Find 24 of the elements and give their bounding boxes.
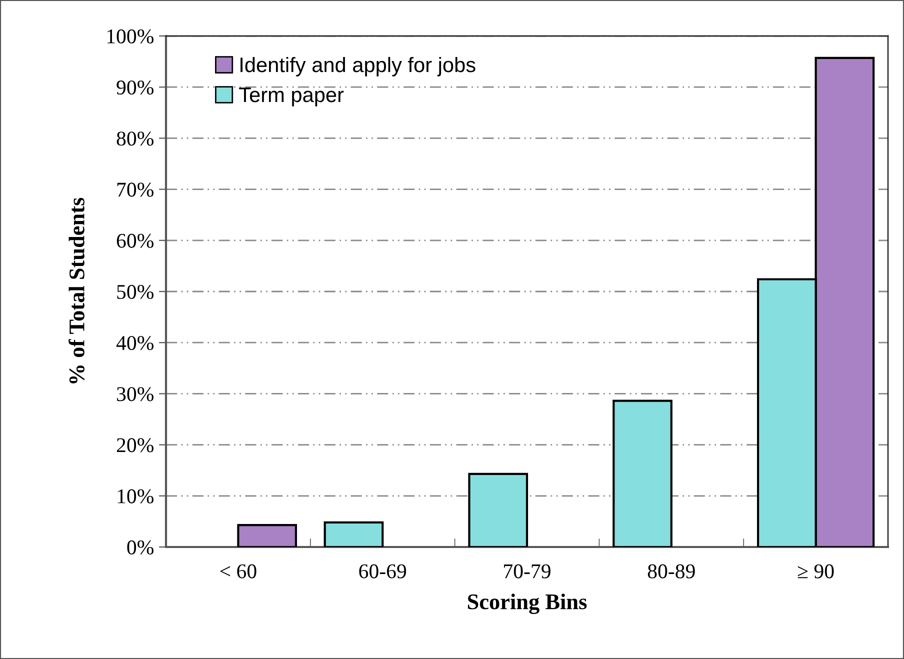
y-tick-label: 90%	[116, 80, 154, 95]
y-tick-label: 20%	[116, 438, 154, 452]
y-tick-label: 50%	[117, 284, 154, 299]
x-tick-label: < 60	[220, 564, 256, 578]
y-tick-label: 80%	[116, 132, 154, 146]
y-tick-label: 10%	[118, 489, 154, 504]
bar	[324, 521, 384, 547]
y-tick-label: 0%	[127, 540, 154, 554]
bar	[468, 472, 528, 547]
x-axis-title: Scoring Bins	[468, 594, 587, 614]
x-tick-label: ≥ 90	[798, 564, 834, 578]
x-tick-label: 60-69	[359, 564, 406, 578]
legend-label: Term paper	[239, 88, 344, 106]
y-axis-title: % of Total Students	[68, 198, 84, 384]
bar	[612, 400, 672, 547]
x-tick-label: 70-79	[504, 564, 550, 578]
y-tick-label: 40%	[116, 336, 154, 350]
y-tick-label: 70%	[117, 182, 154, 197]
legend-label: Identify and apply for jobs	[240, 56, 476, 76]
y-tick-label: 100%	[107, 29, 154, 44]
y-tick-label: 30%	[117, 387, 154, 402]
bar	[237, 524, 298, 547]
x-tick-label: 80-89	[648, 564, 695, 578]
y-tick-label: 60%	[116, 234, 154, 248]
